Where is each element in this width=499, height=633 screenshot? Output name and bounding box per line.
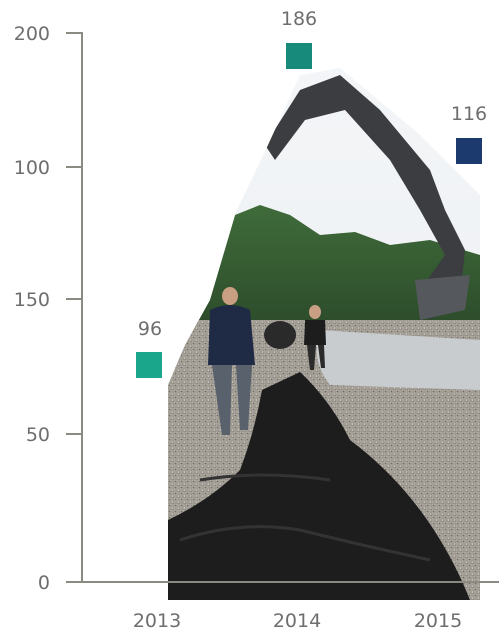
x-tick-label: 2013 (133, 610, 181, 632)
data-label-2014: 186 (281, 8, 317, 30)
y-ticks (66, 32, 82, 435)
data-area (168, 68, 480, 600)
data-marker-2014 (286, 43, 312, 69)
x-tick-label: 2015 (414, 610, 462, 632)
y-tick-label: 150 (14, 289, 50, 311)
y-tick-label: 200 (14, 23, 50, 45)
y-tick-label: 50 (26, 424, 50, 446)
data-marker-2013 (136, 352, 162, 378)
data-label-2013: 96 (138, 318, 162, 340)
y-tick-label: 100 (14, 157, 50, 179)
data-marker-2015 (456, 138, 482, 164)
y-tick-label: 0 (38, 572, 50, 594)
data-label-2015: 116 (451, 103, 487, 125)
x-tick-label: 2014 (273, 610, 321, 632)
